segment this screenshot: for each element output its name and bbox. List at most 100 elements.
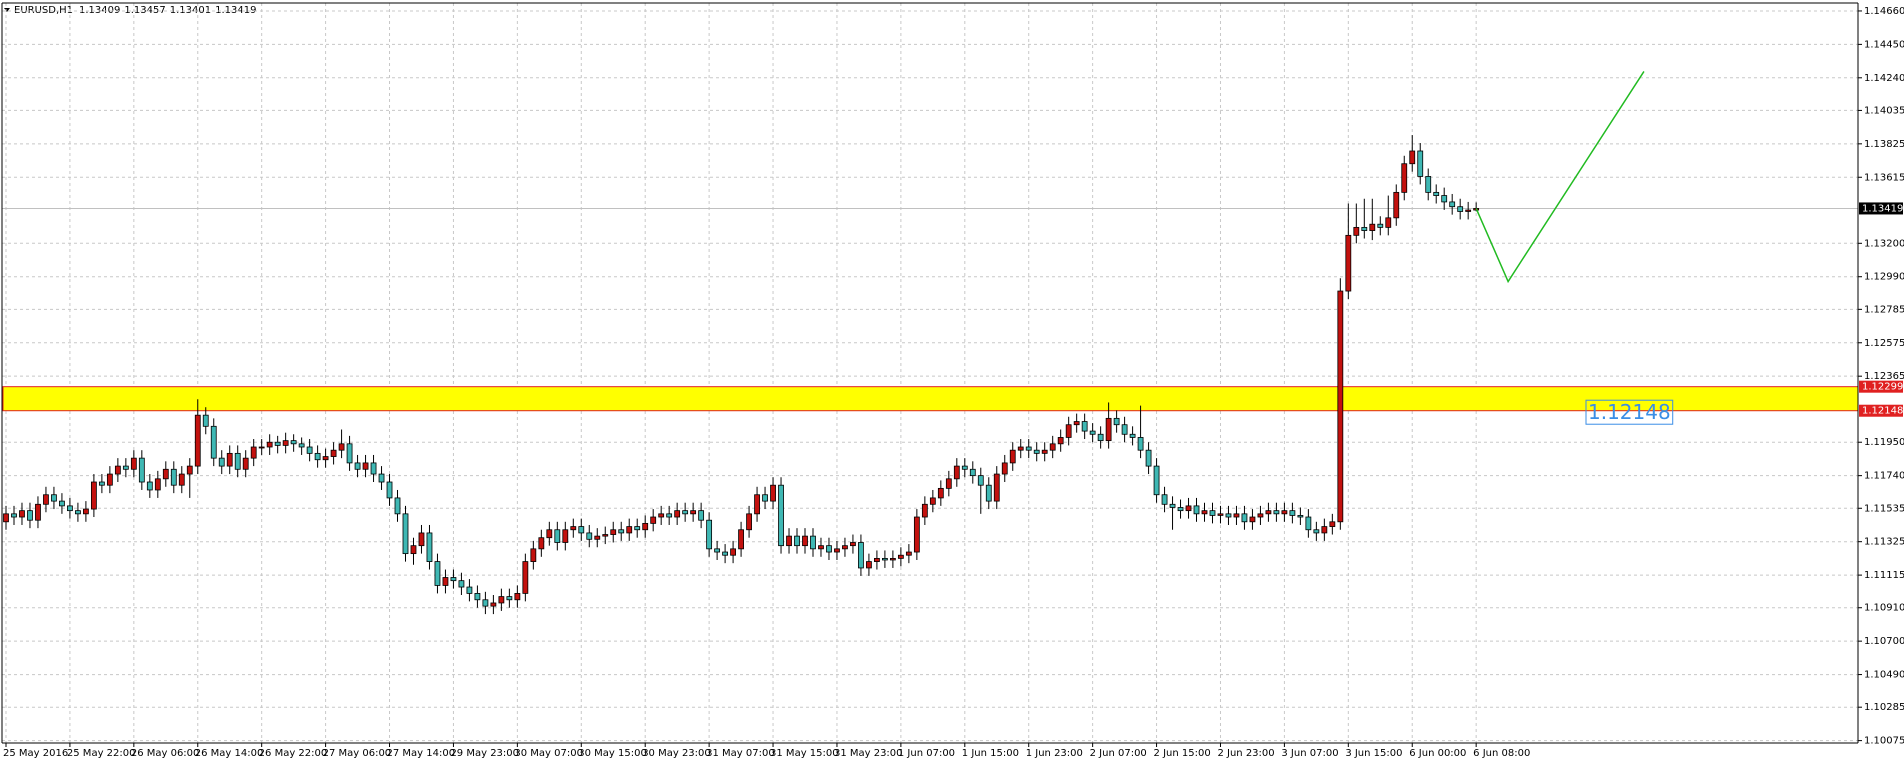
candle-body [1337,290,1344,523]
y-tick-label: 1.11950 [1864,437,1904,448]
candle-body [794,535,800,547]
candle-body [874,557,880,562]
candle-body [842,545,848,550]
candle-body [1241,513,1248,523]
candle-body [578,526,585,534]
candle-body [1169,503,1176,508]
candle-body [1329,521,1336,527]
candle-body [594,535,601,540]
candle-body [1153,465,1160,496]
candle-body [1449,201,1456,208]
support-zone [2,386,1859,412]
candle-body [114,465,121,475]
candle-body [306,446,313,454]
candle-body [738,529,744,550]
candle-body [562,529,569,543]
candle-body [498,596,505,604]
candle-body [786,535,792,547]
candle-body [610,529,617,535]
candle-body [554,529,561,543]
candle-body [1001,462,1008,475]
x-tick-label: 6 Jun 00:00 [1409,748,1466,759]
candle-body [98,481,105,486]
y-tick-label: 1.11325 [1864,537,1904,548]
candle-body [1465,209,1472,212]
candle-body [322,456,329,461]
candle-body [1425,176,1432,193]
candle-body [1033,449,1040,454]
y-tick-label: 1.10285 [1864,702,1904,713]
zone-high-label-bg [1859,380,1903,393]
symbol: EURUSD,H1 [14,5,73,16]
candle-body [370,462,377,475]
candle-body [1305,516,1312,531]
candle-body [378,473,385,483]
candle-body [1097,433,1104,442]
candle-body [3,513,9,523]
candle-body [778,484,784,547]
candle-body [929,497,936,505]
candle-body [1321,526,1328,534]
zone-low-label: 1.12148 [1862,406,1903,417]
y-tick-label: 1.13825 [1864,139,1904,150]
candle-body [59,500,65,507]
candle-body [1081,421,1088,432]
candle-body [993,473,1000,502]
candle-body [1297,515,1304,518]
y-tick-label: 1.14035 [1864,105,1904,116]
candle-body [346,443,353,464]
candle-body [1121,424,1128,435]
candle-body [458,580,465,588]
candle-body [905,551,912,556]
candle-body [130,457,137,470]
candle-body [826,545,832,553]
candle-body [714,548,721,553]
candle-body [298,443,305,448]
y-tick-label: 1.11740 [1864,471,1904,482]
candle-body [386,481,393,499]
candle-body [802,535,808,547]
x-tick-label: 27 May 06:00 [323,748,392,759]
zone-label-box [1585,399,1674,425]
candle-body [514,593,521,601]
candle-body [969,468,976,477]
candle-body [402,513,409,555]
x-tick-label: 25 May 22:00 [67,748,136,759]
candle-body [634,526,641,531]
candle-body [642,522,649,531]
projection-line [1475,71,1645,284]
candle-body [362,462,369,470]
zone-low-label-bg [1859,404,1903,417]
candle-body [218,457,225,467]
y-tick-label: 1.10910 [1864,603,1904,614]
candle-body [834,548,840,553]
candle-body [1273,510,1280,515]
candle-body [178,473,185,486]
candle-body [474,593,481,601]
candle-body [538,537,545,550]
candle-body [658,513,665,518]
candle-body [274,441,281,446]
candle-body [1073,421,1080,426]
x-tick-label: 3 Jun 15:00 [1345,748,1402,759]
candle-body [1281,510,1288,515]
x-tick-label: 31 May 15:00 [770,748,839,759]
candle-body [1265,510,1272,515]
candle-body [27,510,33,521]
candle-body [1217,513,1224,516]
candle-body [1041,449,1048,454]
y-tick-label: 1.10490 [1864,670,1904,681]
candle-body [858,542,864,569]
candle-body [1137,437,1144,451]
candle-body [35,503,41,521]
candle-body [1049,443,1056,451]
candle-body [1417,150,1424,177]
candle-body [11,513,17,518]
x-tick-label: 1 Jun 23:00 [1026,748,1083,759]
candle-body [1457,206,1464,212]
candle-body [1185,505,1192,512]
y-tick-label: 1.14660 [1864,6,1904,17]
candle-body [754,494,760,515]
